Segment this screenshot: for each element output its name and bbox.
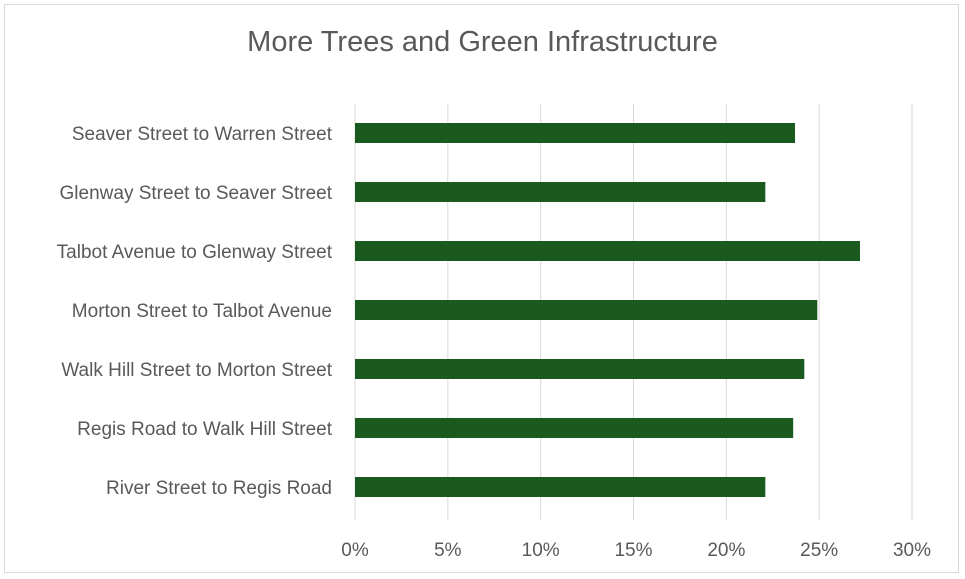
bar — [355, 418, 794, 438]
category-label: Morton Street to Talbot Avenue — [72, 301, 332, 322]
category-label: Glenway Street to Seaver Street — [60, 183, 333, 204]
bar — [355, 359, 805, 379]
bar — [355, 123, 796, 143]
bar — [355, 182, 766, 202]
chart-title: More Trees and Green Infrastructure — [247, 26, 718, 58]
x-tick-label: 30% — [893, 540, 931, 561]
x-tick-labels: 0% 5% 10% 15% 20% 25% 30% — [341, 540, 931, 561]
category-label: Regis Road to Walk Hill Street — [77, 419, 333, 440]
x-tick-label: 5% — [434, 540, 462, 561]
category-labels: Seaver Street to Warren Street Glenway St… — [57, 124, 333, 499]
x-tick-label: 25% — [800, 540, 838, 561]
category-label: Seaver Street to Warren Street — [72, 124, 333, 145]
category-label: Talbot Avenue to Glenway Street — [57, 242, 333, 263]
category-label: Walk Hill Street to Morton Street — [61, 360, 332, 381]
bars — [355, 123, 861, 497]
x-tick-label: 10% — [522, 540, 560, 561]
bar — [355, 477, 766, 497]
x-tick-label: 20% — [707, 540, 745, 561]
bar — [355, 300, 818, 320]
category-label: River Street to Regis Road — [106, 478, 332, 499]
x-tick-label: 15% — [614, 540, 652, 561]
bar — [355, 241, 861, 261]
x-tick-label: 0% — [341, 540, 369, 561]
